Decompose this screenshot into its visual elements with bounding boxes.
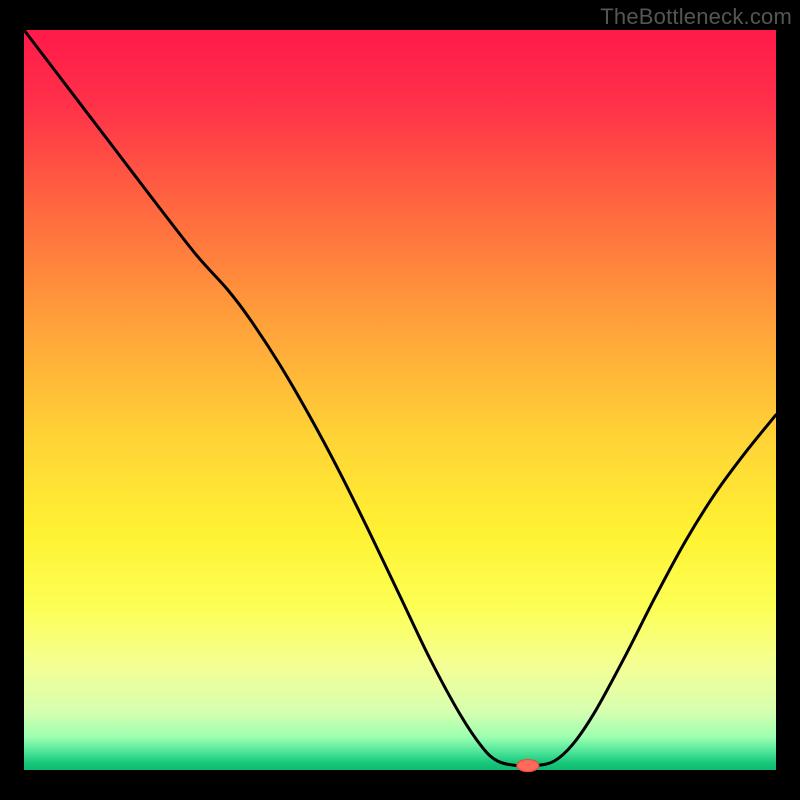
watermark-text: TheBottleneck.com xyxy=(600,4,792,30)
bottleneck-chart xyxy=(0,0,800,800)
plot-background xyxy=(24,30,776,770)
chart-container: TheBottleneck.com xyxy=(0,0,800,800)
optimum-marker xyxy=(517,760,539,772)
